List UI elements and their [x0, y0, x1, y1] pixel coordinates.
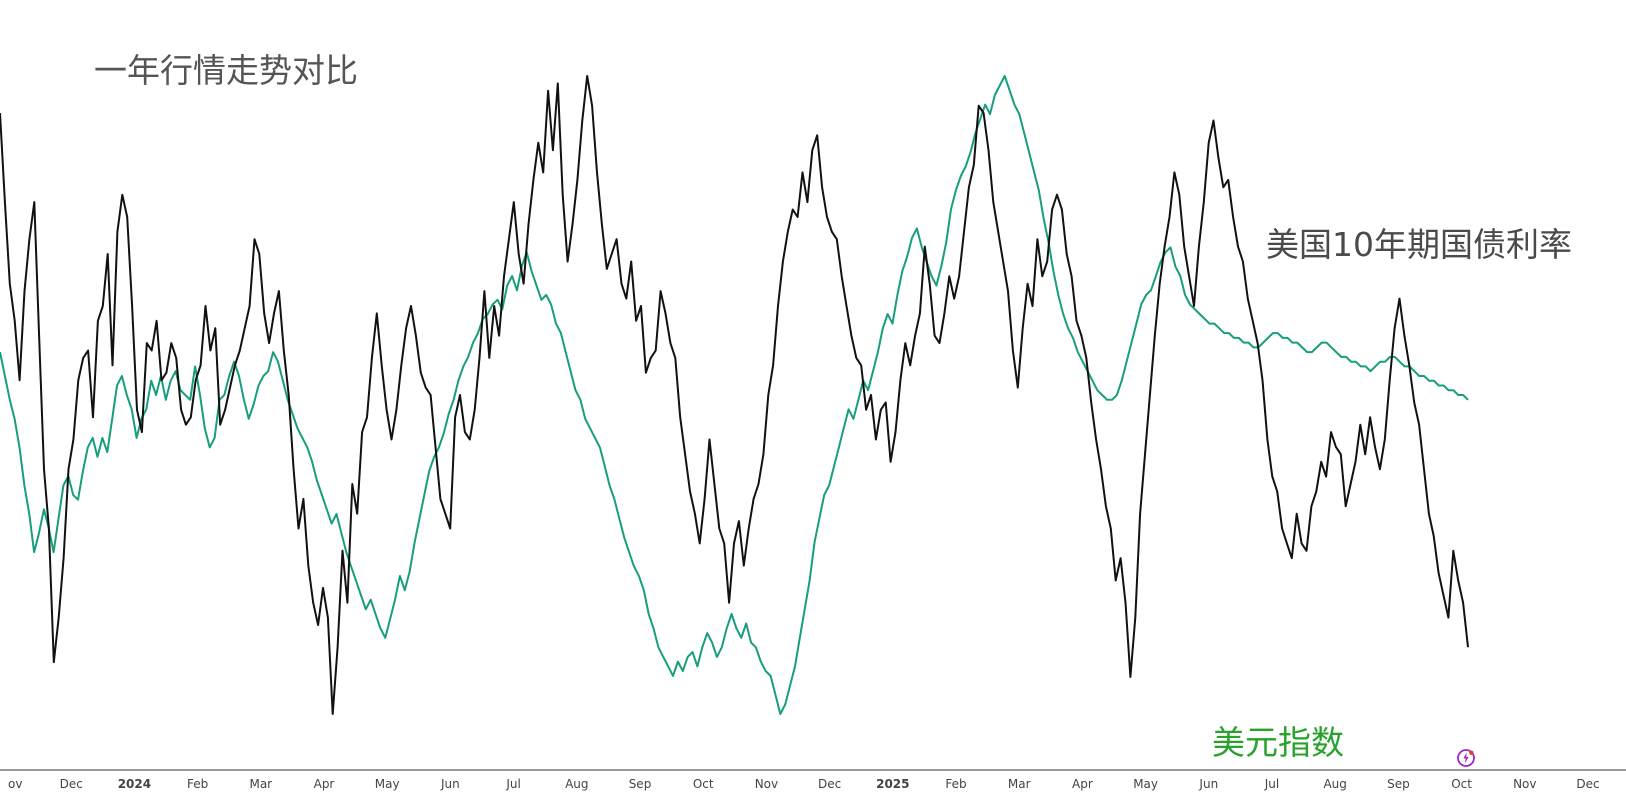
x-tick-label: Nov: [1513, 777, 1536, 791]
x-tick-label: Oct: [693, 777, 714, 791]
x-tick-label: Jul: [505, 777, 520, 791]
x-tick-label: Feb: [945, 777, 966, 791]
series-line-dxy: [0, 75, 1469, 715]
x-tick-label: May: [1133, 777, 1158, 791]
chart-title: 一年行情走势对比: [94, 51, 358, 90]
x-tick-label: May: [375, 777, 400, 791]
x-tick-label: Jul: [1264, 777, 1279, 791]
x-tick-label: Sep: [1387, 777, 1410, 791]
x-tick-label: Nov: [755, 777, 778, 791]
x-tick-label: Feb: [187, 777, 208, 791]
series-layer: [0, 75, 1469, 715]
lightning-logo-icon: [1457, 749, 1475, 767]
x-tick-label: Apr: [1072, 777, 1093, 791]
x-tick-label: ov: [8, 777, 22, 791]
series-line-us10y: [0, 75, 1469, 715]
x-axis: ov Dec 2024 Feb Mar Apr May Jun Jul Aug Sep Oct Nov D…: [0, 769, 1626, 791]
x-tick-label: Dec: [60, 777, 83, 791]
x-tick-label: Aug: [1323, 777, 1346, 791]
x-tick-label: Mar: [1008, 777, 1031, 791]
x-tick-label: 2025: [876, 777, 909, 791]
x-tick-label: 2024: [118, 777, 151, 791]
x-tick-label: Oct: [1451, 777, 1472, 791]
x-tick-label: Dec: [1576, 777, 1599, 791]
x-tick-label: Jun: [1198, 777, 1218, 791]
x-tick-label: Jun: [440, 777, 460, 791]
series-label-dxy: 美元指数: [1212, 723, 1344, 762]
x-tick-label: Dec: [818, 777, 841, 791]
series-label-us10y: 美国10年期国债利率: [1266, 225, 1572, 264]
x-tick-label: Mar: [249, 777, 272, 791]
x-tick-label: Apr: [314, 777, 335, 791]
x-tick-label: Sep: [629, 777, 652, 791]
x-tick-label: Aug: [565, 777, 588, 791]
